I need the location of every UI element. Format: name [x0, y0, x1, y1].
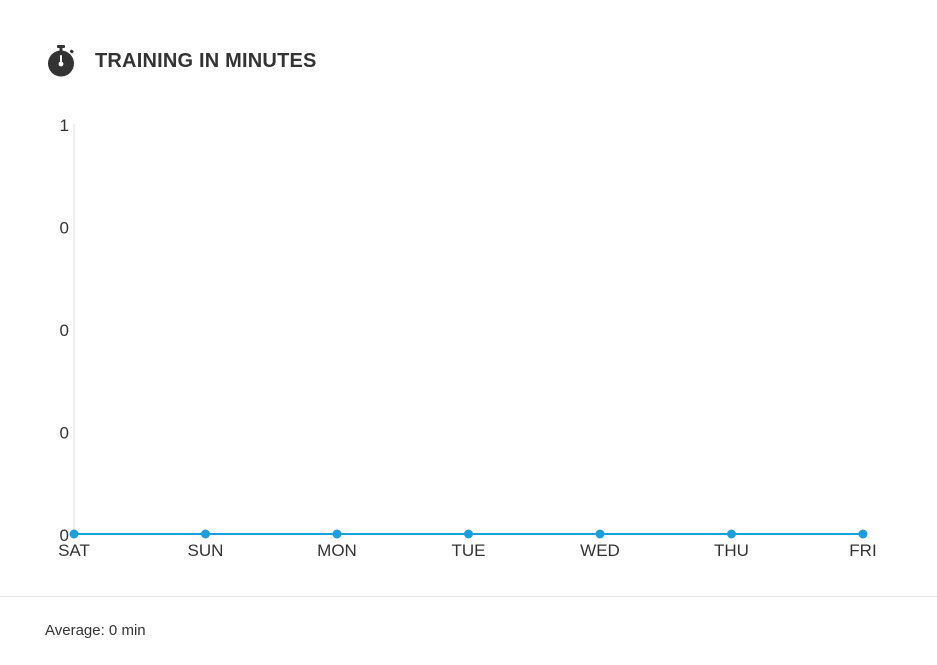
x-tick-label: SAT: [58, 541, 90, 560]
x-tick-label: THU: [714, 541, 749, 560]
data-point: [595, 529, 605, 539]
data-point: [727, 529, 736, 539]
data-point: [332, 529, 342, 539]
y-tick-label: 0: [60, 526, 69, 545]
y-tick-label: 0: [60, 424, 69, 443]
chart-title: TRAINING IN MINUTES: [95, 49, 317, 72]
y-tick-label: 0: [60, 219, 69, 238]
x-tick-label: SUN: [188, 541, 224, 560]
data-point: [858, 529, 868, 539]
data-point: [69, 529, 79, 539]
x-tick-label: TUE: [452, 541, 486, 560]
average-label: Average: 0 min: [45, 622, 146, 639]
y-tick-label: 0: [60, 321, 69, 340]
y-tick-label: 1: [60, 116, 69, 135]
x-tick-label: FRI: [849, 541, 876, 560]
x-tick-label: MON: [317, 541, 357, 560]
divider: [0, 596, 937, 597]
chart-header: TRAINING IN MINUTES: [46, 44, 317, 78]
data-point: [464, 529, 473, 539]
data-point: [201, 529, 210, 539]
stopwatch-icon: [48, 45, 74, 77]
x-tick-label: WED: [580, 541, 620, 560]
